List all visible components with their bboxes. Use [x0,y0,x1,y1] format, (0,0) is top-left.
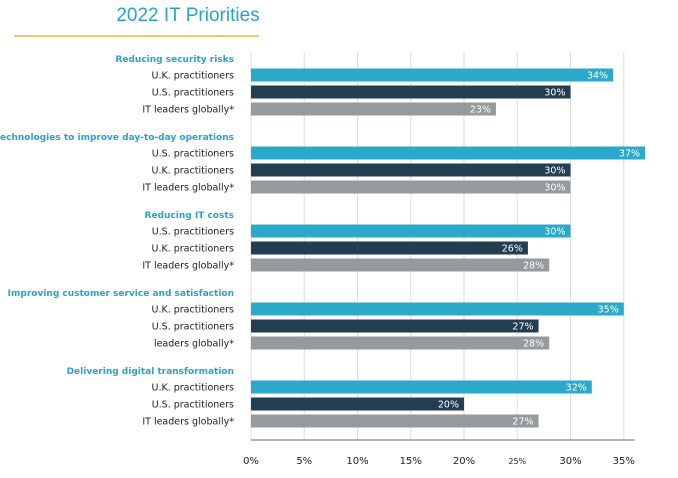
bar-category-label: leaders globally* [154,339,234,350]
bar-value-label: 26% [502,244,523,255]
bar [251,224,571,238]
bar [251,68,614,82]
bar-category-label: U.K. practitioners [152,166,235,177]
bar [251,102,496,116]
bar-category-label: U.K. practitioners [152,305,235,316]
x-tick-label: 5% [296,456,312,467]
bar-category-label: U.K. practitioners [152,244,235,255]
bar-value-label: 30% [544,227,565,238]
bar [251,241,528,255]
bar [251,146,646,160]
bar [251,380,592,394]
group-label: Improving customer service and satisfact… [8,289,234,299]
x-tick-label: 25% [508,457,526,466]
bar-category-label: IT leaders globally* [142,105,234,116]
bar-category-label: U.S. practitioners [152,227,234,238]
bars: Reducing security risks U.K. practitioner… [0,55,646,428]
bar-category-label: U.S. practitioners [152,322,234,333]
bar-value-label: 37% [619,149,640,160]
bar [251,258,550,272]
group-label: Adopting new technologies to improve day… [0,133,234,143]
x-tick-label: 35% [613,456,635,467]
bar-category-label: IT leaders globally* [142,261,234,272]
bar-value-label: 32% [566,383,587,394]
group-label: Reducing IT costs [145,211,234,221]
group-label: Delivering digital transformation [67,367,234,377]
chart-title: 2022 IT Priorities [116,5,259,26]
bar-category-label: U.S. practitioners [152,88,234,99]
bar-value-label: 34% [587,71,608,82]
bar-value-label: 30% [544,166,565,177]
bar-value-label: 27% [512,417,533,428]
bar-value-label: 23% [470,105,491,116]
bar [251,163,571,177]
bar-value-label: 30% [544,183,565,194]
bar [251,302,624,316]
x-tick-label: 20% [453,456,475,467]
bar-value-label: 27% [512,322,533,333]
bar-value-label: 28% [523,339,544,350]
bar [251,397,464,411]
bar-category-label: IT leaders globally* [142,183,234,194]
x-tick-label: 10% [346,456,368,467]
bar-value-label: 30% [544,88,565,99]
bar-category-label: U.K. practitioners [152,71,235,82]
x-tick-label: 15% [400,456,422,467]
x-axis: 0% 5% 10% 15% 20% 25% 30% 35% [243,439,635,467]
bar [251,85,571,99]
group-label: Reducing security risks [115,55,234,65]
x-tick-label: 30% [559,456,581,467]
bar [251,336,550,350]
bar [251,180,571,194]
x-tick-label: 0% [243,456,259,467]
bar-category-label: U.S. practitioners [152,149,234,160]
bar-value-label: 28% [523,261,544,272]
bar-category-label: U.K. practitioners [152,383,235,394]
bar-category-label: IT leaders globally* [142,417,234,428]
bar-value-label: 35% [598,305,619,316]
bar [251,414,539,428]
bar-category-label: U.S. practitioners [152,400,234,411]
bar [251,319,539,333]
bar-value-label: 20% [438,400,459,411]
